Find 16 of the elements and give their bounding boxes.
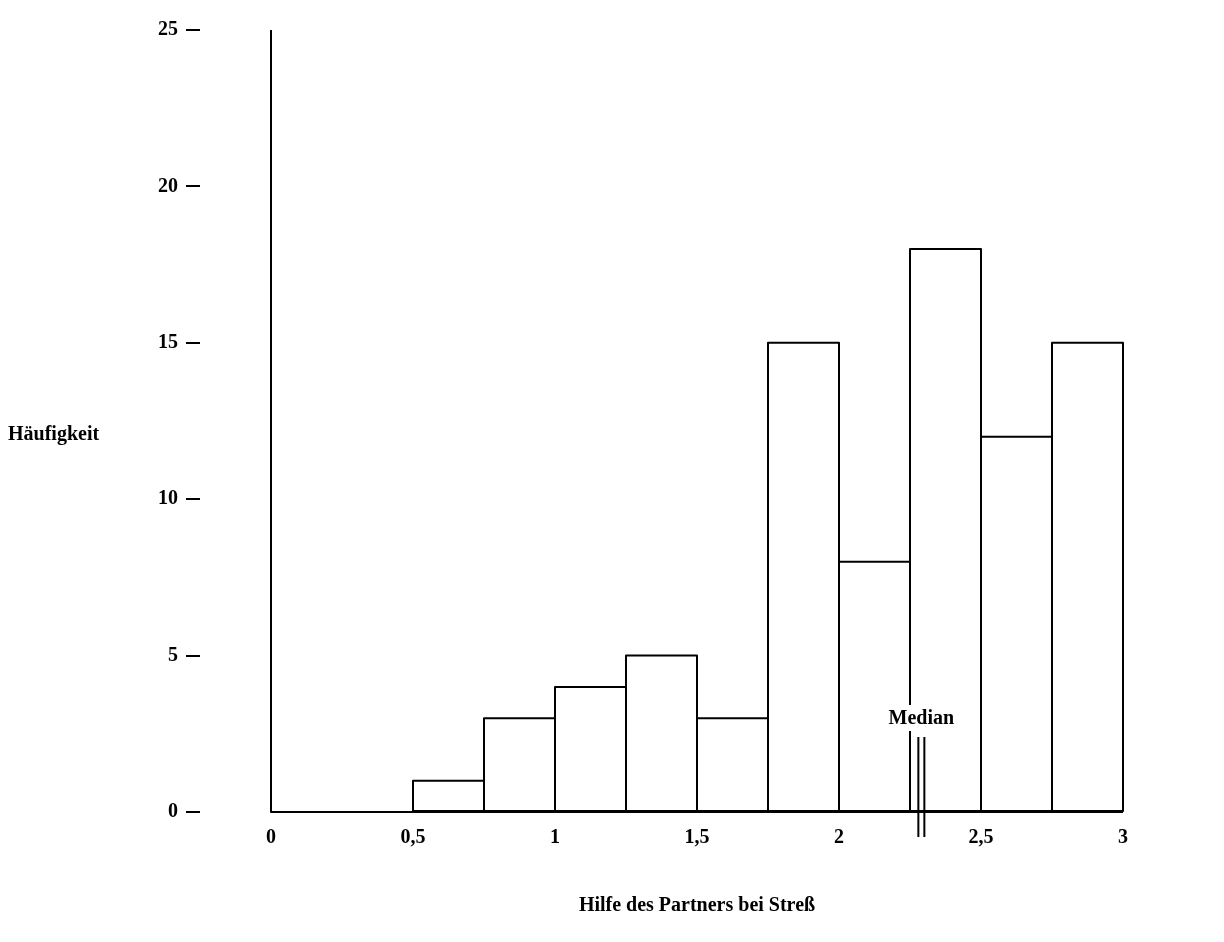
y-axis-title: Häufigkeit [8, 422, 100, 446]
x-tick-label: 2,5 [968, 825, 994, 848]
y-tick-label: 25 [158, 17, 178, 40]
x-tick-label: 1 [550, 825, 560, 848]
y-tick-label: 15 [158, 329, 178, 352]
y-tick-label: 0 [168, 799, 178, 822]
y-tick-label: 5 [168, 642, 178, 665]
x-tick-label: 2 [834, 825, 844, 848]
x-tick-label: 3 [1118, 825, 1128, 848]
x-tick-label: 0,5 [400, 825, 426, 848]
x-tick-label: 0 [266, 825, 276, 848]
ref-line-label: Median [888, 706, 955, 729]
x-axis-title: Hilfe des Partners bei Streß [578, 893, 816, 916]
y-tick-label: 20 [158, 173, 178, 196]
y-tick-label: 10 [158, 486, 178, 509]
x-tick-label: 1,5 [684, 825, 710, 848]
